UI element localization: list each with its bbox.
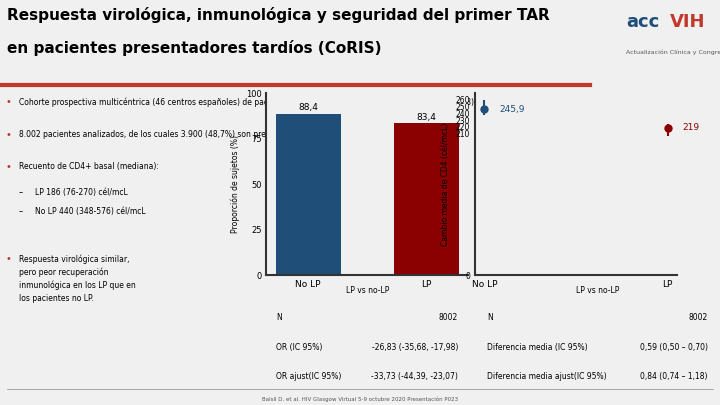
- Text: N: N: [487, 313, 493, 322]
- Y-axis label: Proporción de sujetos (%): Proporción de sujetos (%): [230, 135, 240, 233]
- Text: No LP 440 (348-576) cél/mcL: No LP 440 (348-576) cél/mcL: [35, 207, 145, 216]
- Text: Diferencia media ajust(IC 95%): Diferencia media ajust(IC 95%): [487, 372, 607, 381]
- Text: Recuento de CD4+ basal (mediana):: Recuento de CD4+ basal (mediana):: [19, 162, 158, 171]
- Text: -33,73 (-44,39, -23,07): -33,73 (-44,39, -23,07): [371, 372, 458, 381]
- Text: -26,83 (-35,68, -17,98): -26,83 (-35,68, -17,98): [372, 343, 458, 352]
- Text: –: –: [19, 207, 23, 216]
- Text: Respuesta virológica, inmunológica y seguridad del primer TAR: Respuesta virológica, inmunológica y seg…: [7, 7, 550, 23]
- Text: OR (IC 95%): OR (IC 95%): [276, 343, 323, 352]
- Text: en pacientes presentadores tardíos (CoRIS): en pacientes presentadores tardíos (CoRI…: [7, 40, 382, 56]
- Text: 0,84 (0,74 – 1,18): 0,84 (0,74 – 1,18): [640, 372, 708, 381]
- Text: LP 186 (76-270) cél/mcL: LP 186 (76-270) cél/mcL: [35, 188, 127, 197]
- Text: LP vs no-LP: LP vs no-LP: [576, 286, 619, 294]
- Text: •: •: [5, 254, 12, 264]
- Y-axis label: Cambio media de CD4 (cél/mcL): Cambio media de CD4 (cél/mcL): [441, 123, 450, 246]
- Text: N: N: [276, 313, 282, 322]
- Text: LP vs no-LP: LP vs no-LP: [346, 286, 389, 294]
- Text: 219: 219: [683, 123, 699, 132]
- Bar: [394, 124, 459, 275]
- Text: 245,9: 245,9: [499, 105, 525, 114]
- Text: Respuesta virológica similar,
pero peor recuperación
inmunológica en los LP que : Respuesta virológica similar, pero peor …: [19, 254, 135, 303]
- Text: 8002: 8002: [688, 313, 708, 322]
- Text: acc: acc: [626, 13, 660, 31]
- Text: Balsil D. et al. HIV Glasgow Virtual 5-9 octubre 2020 Presentación P023: Balsil D. et al. HIV Glasgow Virtual 5-9…: [262, 396, 458, 402]
- Text: 83,4: 83,4: [416, 113, 436, 121]
- Text: •: •: [5, 162, 12, 172]
- Bar: [276, 114, 341, 275]
- Text: Actualización Clínica y Congresos: Actualización Clínica y Congresos: [626, 49, 720, 55]
- Text: Cohorte prospectiva multicéntrica (46 centros españoles) de pacientes naive al s: Cohorte prospectiva multicéntrica (46 ce…: [19, 97, 476, 107]
- Text: VIH: VIH: [670, 13, 705, 31]
- Text: 8.002 pacientes analizados, de los cuales 3.900 (48,7%) son presentadores tardío: 8.002 pacientes analizados, de los cuale…: [19, 130, 357, 139]
- Text: Diferencia media (IC 95%): Diferencia media (IC 95%): [487, 343, 588, 352]
- Text: 0,59 (0,50 – 0,70): 0,59 (0,50 – 0,70): [640, 343, 708, 352]
- Text: •: •: [5, 130, 12, 140]
- Text: 88,4: 88,4: [298, 103, 318, 113]
- Text: •: •: [5, 97, 12, 107]
- Text: –: –: [19, 188, 23, 197]
- Text: 8002: 8002: [438, 313, 458, 322]
- Text: OR ajust(IC 95%): OR ajust(IC 95%): [276, 372, 342, 381]
